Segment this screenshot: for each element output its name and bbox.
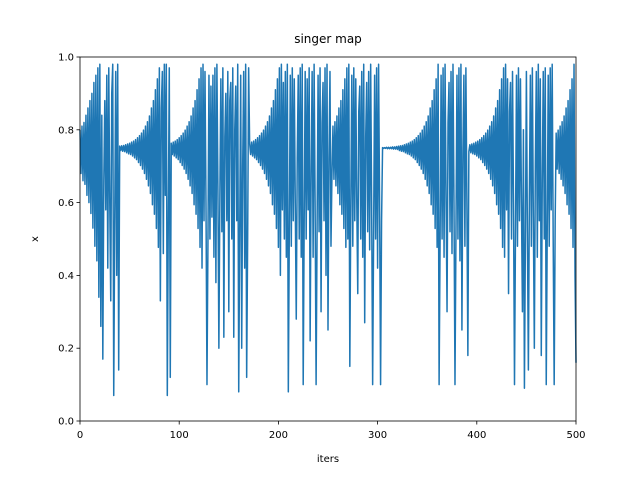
x-tick-label: 100 bbox=[170, 430, 189, 441]
y-tick-label: 0.4 bbox=[58, 271, 74, 282]
y-tick-label: 0.2 bbox=[58, 344, 74, 355]
y-tick-label: 0.6 bbox=[58, 198, 74, 209]
x-tick-label: 0 bbox=[77, 430, 83, 441]
y-tick-label: 0.8 bbox=[58, 125, 74, 136]
data-line bbox=[79, 63, 577, 397]
x-tick-label: 300 bbox=[368, 430, 387, 441]
x-tick-label: 500 bbox=[566, 430, 585, 441]
chart-title: singer map bbox=[294, 32, 362, 46]
axes-frame bbox=[79, 56, 577, 422]
x-axis-label: iters bbox=[317, 454, 339, 465]
x-tick-label: 400 bbox=[467, 430, 486, 441]
y-axis-label: x bbox=[30, 236, 41, 242]
x-tick-label: 200 bbox=[269, 430, 288, 441]
y-tick-label: 0.0 bbox=[58, 417, 74, 428]
plot-area bbox=[79, 63, 577, 397]
y-tick-label: 1.0 bbox=[58, 53, 74, 64]
